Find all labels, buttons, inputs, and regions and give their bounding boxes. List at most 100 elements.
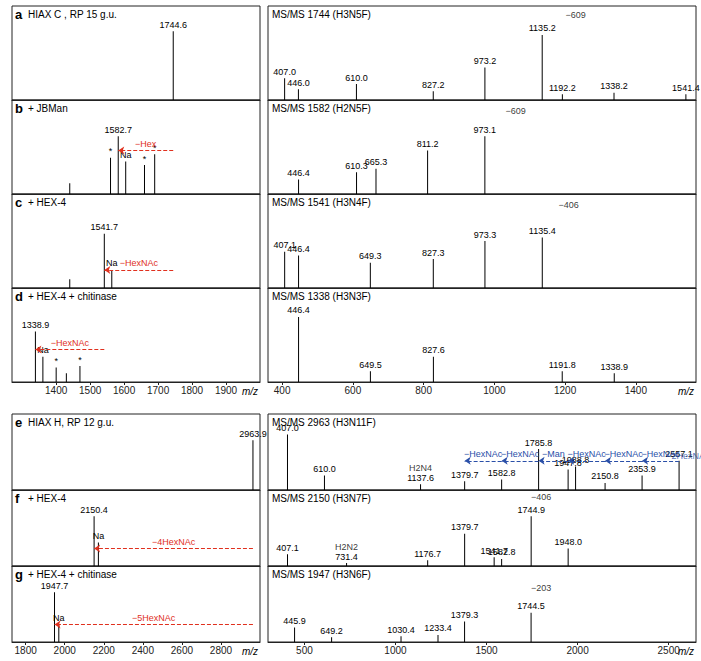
svg-text:−HexNAc: −HexNAc (604, 449, 643, 459)
svg-text:b: b (15, 101, 23, 116)
svg-text:2150.4: 2150.4 (80, 505, 108, 515)
svg-text:−609: −609 (566, 10, 586, 20)
svg-text:407.0: 407.0 (273, 67, 296, 77)
svg-text:649.2: 649.2 (320, 626, 343, 636)
svg-text:1030.4: 1030.4 (387, 625, 415, 635)
svg-text:d: d (15, 289, 23, 304)
svg-text:446.4: 446.4 (287, 305, 310, 315)
svg-text:1500: 1500 (79, 385, 102, 396)
svg-text:665.3: 665.3 (365, 157, 388, 167)
svg-text:Na: Na (93, 531, 105, 541)
svg-text:−Hex: −Hex (135, 139, 157, 149)
svg-text:649.5: 649.5 (359, 360, 382, 370)
svg-text:1948.0: 1948.0 (554, 537, 582, 547)
svg-text:827.2: 827.2 (422, 80, 445, 90)
svg-text:649.3: 649.3 (359, 251, 382, 261)
svg-text:1135.4: 1135.4 (529, 226, 556, 236)
svg-text:HIAX H, RP 12 g.u.: HIAX H, RP 12 g.u. (28, 417, 114, 428)
svg-text:610.0: 610.0 (313, 464, 336, 474)
svg-text:H2N4: H2N4 (409, 463, 432, 473)
svg-text:a: a (15, 7, 23, 22)
svg-text:610.0: 610.0 (345, 73, 368, 83)
svg-text:−HexNAc: −HexNAc (567, 449, 606, 459)
svg-text:1137.6: 1137.6 (407, 473, 434, 483)
svg-text:1541.7: 1541.7 (91, 222, 119, 232)
svg-text:1338.9: 1338.9 (22, 320, 50, 330)
svg-text:800: 800 (415, 385, 432, 396)
svg-text:Na: Na (53, 613, 65, 623)
svg-text:−HexNAc: −HexNAc (501, 449, 540, 459)
svg-text:−406: −406 (559, 200, 579, 210)
svg-text:2353.9: 2353.9 (628, 464, 656, 474)
svg-text:MS/MS 2150 (H3N7F): MS/MS 2150 (H3N7F) (272, 493, 371, 504)
svg-text:1379.3: 1379.3 (451, 610, 479, 620)
svg-text:−406: −406 (531, 492, 551, 502)
svg-text:m/z: m/z (678, 646, 694, 657)
svg-text:1135.2: 1135.2 (529, 23, 556, 33)
svg-text:731.4: 731.4 (335, 552, 358, 562)
svg-text:1541.4: 1541.4 (672, 83, 700, 93)
svg-text:1379.7: 1379.7 (451, 470, 479, 480)
svg-text:MS/MS 1541 (H3N4F): MS/MS 1541 (H3N4F) (272, 197, 371, 208)
svg-text:1200: 1200 (554, 385, 577, 396)
svg-text:g: g (15, 567, 23, 582)
svg-text:400: 400 (274, 385, 291, 396)
svg-text:m/z: m/z (242, 646, 258, 657)
svg-text:407.0: 407.0 (276, 423, 299, 433)
svg-text:973.1: 973.1 (474, 125, 497, 135)
svg-text:1600: 1600 (113, 385, 136, 396)
svg-text:2000: 2000 (54, 645, 77, 656)
svg-text:+ HEX-4 + chitinase: + HEX-4 + chitinase (28, 569, 117, 580)
svg-text:1233.4: 1233.4 (424, 623, 452, 633)
svg-text:1744.9: 1744.9 (517, 505, 545, 515)
svg-text:−203: −203 (531, 583, 551, 593)
svg-text:1500: 1500 (475, 645, 498, 656)
svg-text:H2N2: H2N2 (335, 542, 358, 552)
svg-text:−HexNAc: −HexNAc (51, 338, 90, 348)
svg-text:+ HEX-4 + chitinase: + HEX-4 + chitinase (28, 291, 117, 302)
svg-text:811.2: 811.2 (417, 139, 439, 149)
svg-text:1582.8: 1582.8 (488, 468, 516, 478)
svg-text:1582.7: 1582.7 (104, 125, 132, 135)
svg-text:+ HEX-4: + HEX-4 (28, 493, 67, 504)
svg-text:1744.6: 1744.6 (159, 20, 187, 30)
svg-text:e: e (15, 415, 22, 430)
svg-text:MS/MS 1947 (H3N6F): MS/MS 1947 (H3N6F) (272, 569, 371, 580)
svg-text:1000: 1000 (384, 645, 407, 656)
svg-text:827.3: 827.3 (422, 248, 445, 258)
svg-text:MS/MS 1744 (H3N5F): MS/MS 1744 (H3N5F) (272, 9, 371, 20)
svg-text:f: f (15, 491, 20, 506)
svg-text:1400: 1400 (625, 385, 648, 396)
svg-text:*: * (78, 355, 82, 365)
svg-text:1338.9: 1338.9 (600, 362, 628, 372)
svg-text:445.9: 445.9 (283, 616, 306, 626)
svg-text:1192.2: 1192.2 (549, 83, 576, 93)
svg-text:*: * (54, 356, 58, 366)
svg-text:1176.7: 1176.7 (414, 549, 441, 559)
svg-text:827.6: 827.6 (422, 345, 445, 355)
svg-text:HIAX C , RP 15 g.u.: HIAX C , RP 15 g.u. (28, 9, 117, 20)
svg-text:973.2: 973.2 (474, 56, 497, 66)
svg-text:2400: 2400 (132, 645, 155, 656)
svg-text:MS/MS 1582 (H2N5F): MS/MS 1582 (H2N5F) (272, 103, 371, 114)
svg-text:2000: 2000 (566, 645, 589, 656)
svg-text:446.0: 446.0 (287, 78, 310, 88)
svg-text:*: * (143, 154, 147, 164)
svg-text:−4HexNAc: −4HexNAc (152, 537, 196, 547)
svg-text:407.1: 407.1 (276, 543, 299, 553)
svg-text:1947.7: 1947.7 (41, 581, 69, 591)
svg-text:*: * (109, 146, 113, 156)
svg-text:−609: −609 (505, 106, 525, 116)
svg-text:c: c (15, 195, 22, 210)
svg-text:−HexNAc: −HexNAc (120, 258, 159, 268)
svg-text:2600: 2600 (171, 645, 194, 656)
svg-text:+ JBMan: + JBMan (28, 103, 68, 114)
svg-text:MS/MS 1338 (H3N3F): MS/MS 1338 (H3N3F) (272, 291, 371, 302)
svg-text:−HexNAc: −HexNAc (641, 449, 680, 459)
svg-text:1338.2: 1338.2 (600, 81, 628, 91)
svg-text:1800: 1800 (15, 645, 38, 656)
svg-text:2500: 2500 (658, 645, 681, 656)
svg-text:2150.8: 2150.8 (591, 471, 619, 481)
svg-text:−5HexNAc: −5HexNAc (132, 613, 176, 623)
svg-text:2963.9: 2963.9 (239, 429, 267, 439)
